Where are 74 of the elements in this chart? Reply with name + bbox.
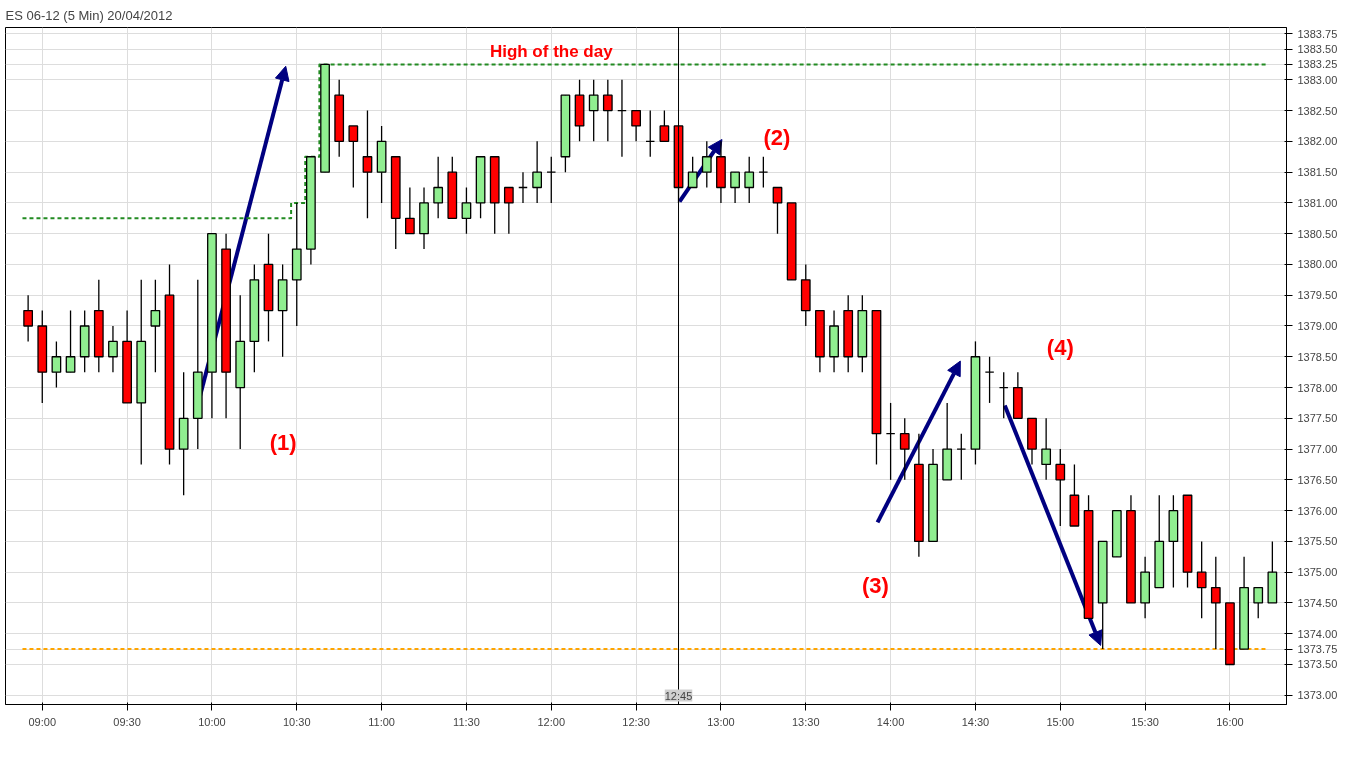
x-tick-label: 14:00 bbox=[876, 715, 905, 728]
y-tick-label: 1382.50 bbox=[1297, 104, 1338, 117]
x-tick-label: 09:30 bbox=[113, 715, 141, 728]
y-tick-label: 1376.50 bbox=[1297, 473, 1338, 486]
x-tick-label: 09:00 bbox=[28, 715, 57, 728]
candlestick bbox=[461, 186, 472, 235]
annotation: (3) bbox=[861, 573, 889, 599]
candlestick bbox=[65, 309, 76, 373]
y-tick-label: 1383.50 bbox=[1297, 43, 1338, 56]
candlestick bbox=[1210, 556, 1221, 650]
candlestick bbox=[631, 109, 641, 143]
y-tick-label: 1373.00 bbox=[1297, 689, 1338, 702]
x-tick-label: 13:30 bbox=[792, 715, 820, 728]
y-tick-label: 1382.00 bbox=[1297, 135, 1338, 148]
y-tick-label: 1379.00 bbox=[1297, 320, 1338, 332]
annotation: High of the day bbox=[489, 42, 614, 62]
annotation: (2) bbox=[763, 124, 791, 150]
y-tick-label: 1383.75 bbox=[1297, 27, 1338, 40]
candlestick bbox=[433, 156, 444, 219]
y-tick-label: 1375.00 bbox=[1297, 566, 1338, 579]
candlestick bbox=[51, 340, 62, 389]
y-tick-label: 1378.50 bbox=[1297, 350, 1338, 363]
candlestick bbox=[899, 417, 910, 481]
annotation: (1) bbox=[269, 430, 297, 456]
candlestick bbox=[687, 156, 698, 189]
x-tick-label: 11:30 bbox=[453, 715, 480, 728]
y-tick-label: 1374.50 bbox=[1297, 596, 1338, 609]
candlestick bbox=[730, 171, 740, 204]
y-tick-label: 1373.75 bbox=[1297, 643, 1338, 656]
candlestick bbox=[588, 79, 599, 143]
y-tick-label: 1383.25 bbox=[1297, 58, 1338, 71]
candlestick bbox=[602, 79, 613, 143]
x-tick-label: 16:00 bbox=[1216, 715, 1244, 728]
x-tick-label: 11:00 bbox=[368, 715, 395, 728]
ref-line-label: 12:45 bbox=[664, 689, 693, 702]
y-tick-label: 1376.00 bbox=[1297, 504, 1338, 517]
annotation: (4) bbox=[1046, 335, 1074, 361]
candlestick bbox=[744, 156, 755, 204]
candlestick bbox=[404, 186, 415, 235]
candlestick bbox=[532, 140, 543, 204]
y-tick-label: 1377.00 bbox=[1297, 443, 1338, 456]
x-tick-label: 13:00 bbox=[707, 715, 735, 728]
x-tick-label: 14:30 bbox=[961, 715, 990, 728]
x-tick-label: 12:30 bbox=[622, 715, 650, 728]
candlestick bbox=[362, 109, 373, 219]
candlestick bbox=[1196, 540, 1207, 619]
candlestick bbox=[772, 186, 783, 235]
chart-title: ES 06-12 (5 Min) 20/04/2012 bbox=[5, 7, 173, 23]
candlestick bbox=[659, 109, 670, 143]
candlestick bbox=[108, 325, 118, 373]
candlestick bbox=[1253, 586, 1264, 619]
candlestick bbox=[150, 279, 161, 373]
x-tick-label: 15:00 bbox=[1046, 715, 1075, 728]
y-tick-label: 1373.50 bbox=[1297, 658, 1338, 671]
candlestick bbox=[23, 294, 34, 343]
candlestick bbox=[348, 125, 359, 189]
y-tick-label: 1380.00 bbox=[1297, 258, 1338, 271]
candlestick bbox=[1041, 417, 1052, 481]
y-tick-label: 1380.50 bbox=[1297, 227, 1338, 240]
x-tick-label: 10:00 bbox=[198, 715, 226, 728]
candlestick bbox=[701, 140, 712, 189]
x-tick-label: 10:30 bbox=[283, 715, 311, 728]
y-tick-label: 1381.00 bbox=[1297, 196, 1338, 209]
y-tick-label: 1374.00 bbox=[1297, 627, 1338, 640]
candlestick bbox=[503, 186, 514, 235]
y-tick-label: 1381.50 bbox=[1297, 166, 1338, 179]
y-tick-label: 1375.50 bbox=[1297, 535, 1338, 548]
y-tick-label: 1378.00 bbox=[1297, 381, 1338, 394]
x-tick-label: 12:00 bbox=[537, 715, 566, 728]
y-tick-label: 1377.50 bbox=[1297, 412, 1338, 425]
candlestick bbox=[1055, 448, 1066, 527]
x-tick-label: 15:30 bbox=[1131, 715, 1159, 728]
y-tick-label: 1379.50 bbox=[1297, 289, 1338, 302]
y-tick-label: 1383.00 bbox=[1297, 73, 1338, 86]
